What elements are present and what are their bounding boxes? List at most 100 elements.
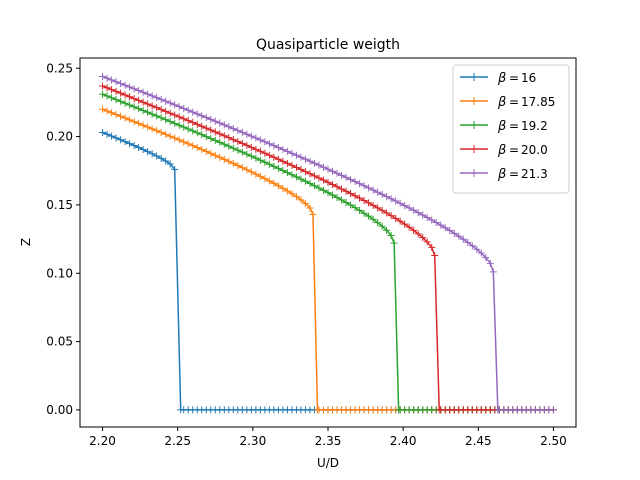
data-point: [148, 110, 156, 118]
data-point: [202, 133, 210, 141]
data-point: [144, 148, 152, 156]
data-point: [378, 222, 386, 230]
data-point: [419, 234, 427, 242]
data-point: [238, 128, 246, 136]
data-point: [162, 97, 170, 105]
data-point: [171, 101, 179, 109]
data-point: [288, 149, 296, 157]
data-point: [387, 195, 395, 203]
data-point: [401, 202, 409, 210]
data-point: [171, 119, 179, 127]
data-point: [428, 243, 436, 251]
data-point: [112, 96, 120, 104]
data-point: [310, 159, 318, 167]
data-point: [283, 169, 291, 177]
data-point: [157, 106, 165, 114]
data-point: [126, 116, 134, 124]
data-point: [392, 214, 400, 222]
data-point: [153, 94, 161, 102]
data-point: [265, 151, 273, 159]
data-point: [99, 82, 107, 90]
data-point: [180, 138, 188, 146]
y-axis-label: Z: [19, 238, 33, 246]
data-point: [405, 223, 413, 231]
data-point: [288, 161, 296, 169]
data-point: [288, 190, 296, 198]
data-point: [238, 139, 246, 147]
data-point: [324, 189, 332, 197]
data-point: [126, 93, 134, 101]
data-point: [112, 78, 120, 86]
data-point: [117, 97, 125, 105]
legend-equals: =: [509, 119, 519, 133]
data-point: [189, 127, 197, 135]
legend-item: β = 21.3: [460, 167, 548, 182]
data-point: [365, 184, 373, 192]
data-point: [383, 209, 391, 217]
data-point: [347, 175, 355, 183]
data-point: [193, 120, 201, 128]
data-point: [315, 174, 323, 182]
data-point: [274, 164, 282, 172]
data-point: [401, 220, 409, 228]
data-point: [207, 135, 215, 142]
legend-items: β = 16β = 17.85β = 19.2β = 20.0β = 21.3: [460, 71, 555, 182]
legend-label: 20.0: [521, 143, 548, 157]
data-point: [351, 204, 359, 212]
data-point: [193, 129, 201, 137]
data-point: [360, 196, 368, 204]
data-point: [117, 79, 125, 87]
legend-box: [452, 64, 570, 194]
data-point: [473, 245, 481, 253]
data-point: [103, 107, 111, 115]
data-point: [378, 190, 386, 198]
data-point: [225, 157, 233, 165]
data-point: [383, 226, 391, 234]
data-point: [99, 90, 107, 98]
data-point: [229, 144, 237, 152]
series-4: [99, 82, 557, 414]
data-point: [166, 160, 174, 168]
data-point: [157, 154, 165, 162]
data-point: [549, 406, 557, 414]
data-point: [338, 171, 346, 179]
data-point: [392, 197, 400, 205]
data-point: [162, 157, 170, 165]
data-point: [225, 134, 233, 142]
data-point: [189, 108, 197, 116]
data-point: [306, 170, 314, 178]
data-point: [279, 157, 287, 165]
data-point: [252, 145, 260, 153]
data-point: [148, 102, 156, 110]
data-point: [390, 239, 398, 247]
data-point: [489, 268, 497, 276]
data-point: [216, 119, 224, 127]
data-point: [256, 156, 264, 164]
data-point: [279, 145, 287, 153]
legend-marker: [470, 145, 478, 153]
data-point: [108, 76, 116, 84]
data-point: [419, 211, 427, 219]
data-point: [112, 134, 120, 142]
data-point: [198, 122, 206, 130]
data-point: [211, 136, 219, 144]
data-point: [338, 185, 346, 193]
data-point: [329, 181, 337, 189]
data-point: [369, 186, 377, 194]
data-point: [180, 115, 188, 123]
data-point: [351, 178, 359, 186]
legend-equals: =: [509, 143, 519, 157]
y-tick-label: 0.15: [46, 198, 73, 212]
data-point: [238, 164, 246, 172]
data-point: [103, 92, 111, 100]
data-point: [256, 147, 264, 155]
data-point: [301, 199, 309, 207]
legend-label: 21.3: [521, 167, 548, 181]
data-point: [148, 150, 156, 158]
x-tick-label: 2.35: [315, 434, 342, 448]
data-point: [356, 206, 364, 214]
data-point: [139, 121, 147, 129]
data-point: [121, 99, 129, 107]
data-point: [198, 112, 206, 120]
data-point: [126, 83, 134, 91]
